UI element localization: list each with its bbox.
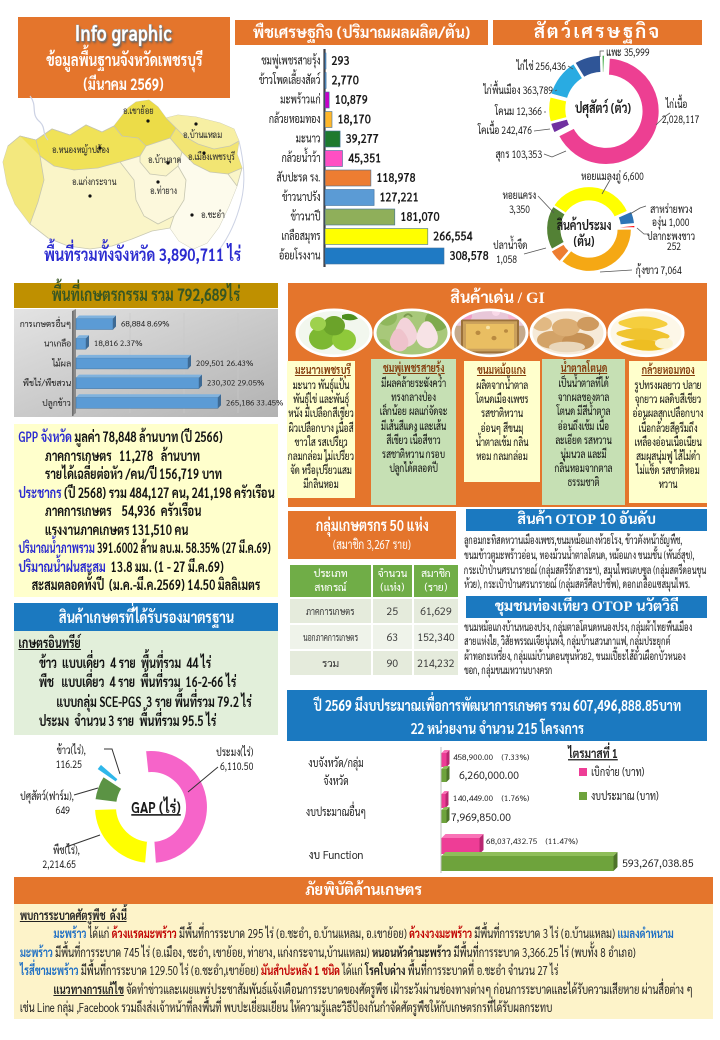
svg-text:140,449.00 (1.76%): 140,449.00 (1.76%)	[453, 792, 530, 803]
svg-text:265,186 33.45%: 265,186 33.45%	[226, 396, 283, 407]
svg-text:เบิกจ่าย (บาท): เบิกจ่าย (บาท)	[591, 765, 644, 779]
svg-text:458,900.00 (7.33%): 458,900.00 (7.33%)	[453, 751, 530, 762]
svg-text:68,037,432.75 (11.47%): 68,037,432.75 (11.47%)	[486, 835, 578, 846]
svg-text:งบ Function: งบ Function	[308, 847, 364, 863]
svg-text:อ.ท่ายาง: อ.ท่ายาง	[150, 185, 177, 197]
svg-text:อ.หนองหญ้าปล้อง: อ.หนองหญ้าปล้อง	[52, 144, 109, 156]
svg-text:649: 649	[55, 803, 70, 817]
svg-text:(ตัน): (ตัน)	[574, 232, 595, 250]
svg-text:จังหวัด: จังหวัด	[323, 774, 348, 788]
svg-text:593,267,038.85: 593,267,038.85	[622, 857, 693, 870]
svg-text:6,260,000.00: 6,260,000.00	[459, 769, 519, 782]
svg-text:18,816 2.37%: 18,816 2.37%	[94, 337, 142, 348]
svg-text:116.25: 116.25	[56, 757, 82, 771]
svg-text:ข้าว(ไร่),: ข้าว(ไร่),	[57, 743, 86, 757]
svg-text:ปลากะพงขาว: ปลากะพงขาว	[647, 229, 695, 243]
svg-text:กล้วยหอมทอง: กล้วยหอมทอง	[269, 112, 321, 126]
svg-text:สินค้าประมง: สินค้าประมง	[557, 216, 612, 234]
svg-text:ปลูกข้าว: ปลูกข้าว	[42, 397, 71, 409]
svg-text:มะพร้าวแก่: มะพร้าวแก่	[280, 92, 320, 106]
svg-text:308,578: 308,578	[450, 247, 489, 263]
svg-text:กล้วยน้ำว้า: กล้วยน้ำว้า	[281, 148, 320, 166]
svg-text:209,501 26.43%: 209,501 26.43%	[196, 357, 253, 368]
svg-text:แพะ 35,999: แพะ 35,999	[606, 45, 650, 59]
svg-text:127,221: 127,221	[380, 189, 419, 205]
svg-text:หอยแครง: หอยแครง	[502, 188, 536, 202]
svg-text:สับปะรด รง.: สับปะรด รง.	[276, 170, 320, 184]
svg-text:45,351: 45,351	[348, 150, 381, 166]
svg-text:181,070: 181,070	[400, 208, 439, 224]
svg-text:3,350: 3,350	[509, 202, 530, 216]
svg-text:อ.บ้านลาด: อ.บ้านลาด	[148, 154, 181, 166]
svg-text:230,302 29.05%: 230,302 29.05%	[207, 377, 264, 388]
svg-text:งบจังหวัด/กลุ่ม: งบจังหวัด/กลุ่ม	[308, 756, 363, 771]
svg-text:ไก่ไข่ 256,436: ไก่ไข่ 256,436	[516, 59, 566, 73]
svg-text:งบประมาณ (บาท): งบประมาณ (บาท)	[591, 789, 659, 803]
svg-text:GAP (ไร่): GAP (ไร่)	[131, 796, 180, 818]
svg-text:2,770: 2,770	[332, 72, 360, 88]
svg-text:39,277: 39,277	[346, 130, 380, 146]
svg-text:สาหร่ายพวง: สาหร่ายพวง	[650, 202, 692, 216]
svg-text:ไก่พื้นเมือง 363,789: ไก่พื้นเมือง 363,789	[483, 80, 553, 98]
svg-text:อ.ชะอำ: อ.ชะอำ	[201, 209, 225, 221]
svg-text:6,110.50: 6,110.50	[220, 759, 253, 773]
svg-text:องุ่น 1,000: องุ่น 1,000	[652, 215, 690, 231]
svg-text:การเกษตรอื่นๆ: การเกษตรอื่นๆ	[20, 317, 71, 329]
svg-text:ปศุสัตว์ (ตัว): ปศุสัตว์ (ตัว)	[575, 99, 631, 119]
svg-text:ปลาน้ำจืด: ปลาน้ำจืด	[493, 235, 527, 253]
svg-text:ปศุสัตว์(ฟาร์ม),: ปศุสัตว์(ฟาร์ม),	[20, 788, 74, 805]
svg-text:มะนาว: มะนาว	[296, 131, 321, 145]
svg-text:10,879: 10,879	[335, 91, 369, 107]
svg-text:266,554: 266,554	[433, 228, 472, 244]
svg-text:กุ้งขาว 7,064: กุ้งขาว 7,064	[636, 263, 682, 279]
svg-text:1,058: 1,058	[496, 252, 517, 266]
svg-text:งบประมาณอื่นๆ: งบประมาณอื่นๆ	[306, 803, 366, 820]
svg-text:2,028,117: 2,028,117	[662, 112, 700, 126]
svg-text:18,170: 18,170	[338, 111, 372, 127]
svg-text:สุกร 103,353: สุกร 103,353	[495, 147, 542, 163]
svg-text:293: 293	[332, 52, 350, 68]
svg-text:อ.เขาย้อย: อ.เขาย้อย	[123, 105, 154, 117]
svg-text:ข้าวโพดเลี้ยงสัตว์: ข้าวโพดเลี้ยงสัตว์	[259, 70, 322, 88]
svg-text:อ.เมืองเพชรบุรี: อ.เมืองเพชรบุรี	[188, 150, 236, 163]
svg-text:เกลือสมุทร: เกลือสมุทร	[281, 229, 320, 245]
svg-text:อ้อยโรงงาน: อ้อยโรงงาน	[279, 248, 321, 262]
svg-text:118,978: 118,978	[376, 169, 415, 185]
svg-text:ไตรมาสที่ 1: ไตรมาสที่ 1	[567, 741, 618, 761]
svg-text:พืช(ไร่),: พืช(ไร่),	[53, 843, 80, 857]
svg-text:ประมง(ไร่): ประมง(ไร่)	[216, 745, 253, 759]
svg-text:7,969,850.00: 7,969,850.00	[451, 811, 511, 824]
svg-text:นาเกลือ: นาเกลือ	[44, 338, 71, 349]
svg-text:2,214.65: 2,214.65	[43, 857, 76, 871]
svg-text:68,884 8.69%: 68,884 8.69%	[121, 318, 169, 329]
svg-text:อ.แก่งกระจาน: อ.แก่งกระจาน	[72, 176, 117, 188]
svg-text:ไม้ผล: ไม้ผล	[51, 357, 71, 368]
svg-text:252: 252	[667, 239, 682, 253]
svg-text:หอยแมลงภู่ 6,600: หอยแมลงภู่ 6,600	[581, 169, 644, 185]
svg-text:พืชไร่/พืชสวน: พืชไร่/พืชสวน	[23, 377, 71, 388]
svg-text:อ.บ้านแหลม: อ.บ้านแหลม	[183, 129, 222, 141]
svg-text:ชมพู่เพชรสายรุ้ง: ชมพู่เพชรสายรุ้ง	[261, 53, 320, 69]
svg-text:ข้าวนาปี: ข้าวนาปี	[290, 209, 320, 223]
svg-text:โคเนื้อ 242,476: โคเนื้อ 242,476	[478, 120, 532, 138]
svg-text:ไก่เนื้อ: ไก่เนื้อ	[665, 94, 687, 112]
svg-text:ข้าวนาปรัง: ข้าวนาปรัง	[282, 190, 321, 204]
svg-text:โคนม 12,366: โคนม 12,366	[495, 104, 542, 118]
